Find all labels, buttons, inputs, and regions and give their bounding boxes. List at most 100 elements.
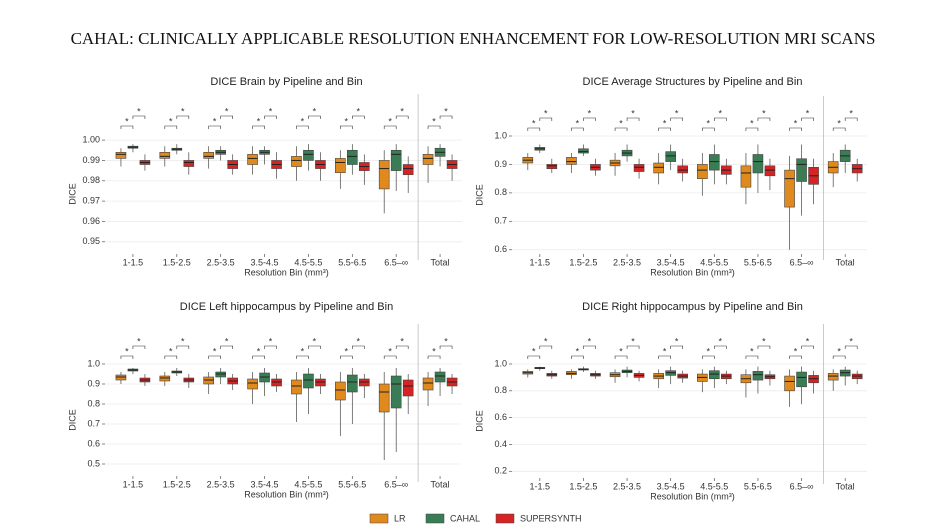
significance-bracket — [340, 125, 353, 129]
significance-bracket — [439, 345, 453, 349]
significance-bracket — [308, 115, 321, 119]
significance-bracket — [340, 355, 353, 359]
y-tick-label: 0.9 — [87, 378, 100, 388]
significance-bracket — [176, 345, 190, 349]
significance-bracket — [352, 345, 365, 349]
significance-marker: * — [849, 108, 853, 118]
y-tick-label: 1.0 — [494, 130, 507, 140]
y-tick-label: 0.96 — [82, 216, 100, 226]
x-axis-label: Resolution Bin (mm³) — [244, 489, 329, 499]
chart-title: DICE Average Structures by Pipeline and … — [583, 76, 803, 88]
y-axis-label: DICE — [474, 410, 484, 432]
significance-bracket — [789, 127, 802, 131]
box — [784, 169, 795, 208]
x-tick-label: 5.5-6.5 — [338, 257, 366, 267]
x-tick-label: 1-1.5 — [530, 257, 551, 267]
significance-bracket — [789, 355, 802, 359]
significance-bracket — [120, 355, 134, 359]
box — [390, 149, 402, 171]
y-tick-label: 0.7 — [87, 418, 100, 428]
significance-bracket — [702, 127, 715, 131]
y-axis-label: DICE — [67, 183, 77, 205]
box — [752, 154, 764, 174]
box — [378, 383, 390, 413]
x-tick-label: 3.5-4.5 — [251, 479, 279, 489]
significance-bracket — [208, 355, 221, 359]
significance-marker: * — [675, 108, 679, 118]
significance-bracket — [670, 345, 683, 349]
y-tick-label: 0.97 — [82, 195, 100, 205]
significance-marker: * — [345, 346, 349, 356]
significance-bracket — [220, 115, 233, 119]
significance-marker: * — [675, 336, 679, 346]
significance-bracket — [264, 115, 277, 119]
y-tick-label: 0.5 — [87, 458, 100, 468]
significance-marker: * — [707, 346, 711, 356]
significance-marker: * — [750, 346, 754, 356]
x-tick-label: 1-1.5 — [123, 479, 144, 489]
significance-bracket — [132, 115, 146, 119]
chart-title: DICE Brain by Pipeline and Bin — [210, 76, 362, 88]
x-tick-label: 4.5-5.5 — [294, 479, 322, 489]
x-tick-label: 5.5-6.5 — [338, 479, 366, 489]
y-axis-label: DICE — [67, 409, 77, 431]
significance-marker: * — [794, 118, 798, 128]
x-tick-label: 5.5-6.5 — [744, 257, 772, 267]
box — [740, 165, 752, 188]
significance-marker: * — [125, 116, 129, 126]
x-tick-label: 2.5-3.5 — [613, 257, 641, 267]
significance-bracket — [626, 345, 640, 349]
box — [422, 154, 434, 165]
significance-bracket — [164, 125, 178, 129]
x-axis-label: Resolution Bin (mm³) — [650, 267, 735, 277]
x-tick-label: 4.5-5.5 — [700, 257, 728, 267]
x-tick-label: Total — [431, 257, 450, 267]
significance-marker: * — [719, 336, 723, 346]
y-tick-label: 1.00 — [82, 134, 100, 144]
significance-marker: * — [631, 108, 635, 118]
significance-bracket — [714, 345, 727, 349]
significance-bracket — [844, 117, 858, 121]
box — [291, 379, 302, 395]
box — [796, 371, 807, 388]
significance-marker: * — [169, 346, 173, 356]
significance-marker: * — [588, 108, 592, 118]
significance-bracket — [745, 355, 759, 359]
significance-bracket — [439, 115, 453, 119]
box — [653, 162, 664, 174]
significance-bracket — [264, 345, 277, 349]
box — [335, 158, 346, 173]
significance-marker: * — [576, 118, 580, 128]
significance-bracket — [583, 345, 596, 349]
x-tick-label: 1.5-2.5 — [569, 481, 597, 491]
x-axis-label: Resolution Bin (mm³) — [650, 491, 735, 501]
significance-marker: * — [169, 116, 173, 126]
y-tick-label: 0.98 — [82, 175, 100, 185]
y-tick-label: 0.8 — [494, 385, 507, 395]
significance-marker: * — [301, 346, 305, 356]
x-tick-label: 6.5–∞ — [790, 257, 814, 267]
y-axis-label: DICE — [474, 184, 484, 206]
significance-marker: * — [301, 116, 305, 126]
significance-bracket — [626, 117, 640, 121]
chart-title: DICE Right hippocampus by Pipeline and B… — [582, 301, 803, 313]
box — [303, 373, 314, 389]
significance-bracket — [658, 355, 671, 359]
significance-bracket — [132, 345, 146, 349]
significance-marker: * — [588, 336, 592, 346]
x-tick-label: Total — [836, 481, 855, 491]
significance-marker: * — [137, 106, 141, 116]
box — [335, 381, 346, 401]
significance-marker: * — [707, 118, 711, 128]
significance-bracket — [208, 125, 221, 129]
significance-marker: * — [313, 336, 317, 346]
significance-marker: * — [719, 108, 723, 118]
box — [115, 152, 127, 159]
x-tick-label: Total — [836, 257, 855, 267]
significance-bracket — [395, 115, 409, 119]
legend-swatch — [369, 513, 389, 524]
box — [402, 379, 414, 397]
x-tick-label: 1.5-2.5 — [569, 257, 597, 267]
significance-marker: * — [544, 108, 548, 118]
box — [546, 164, 558, 169]
